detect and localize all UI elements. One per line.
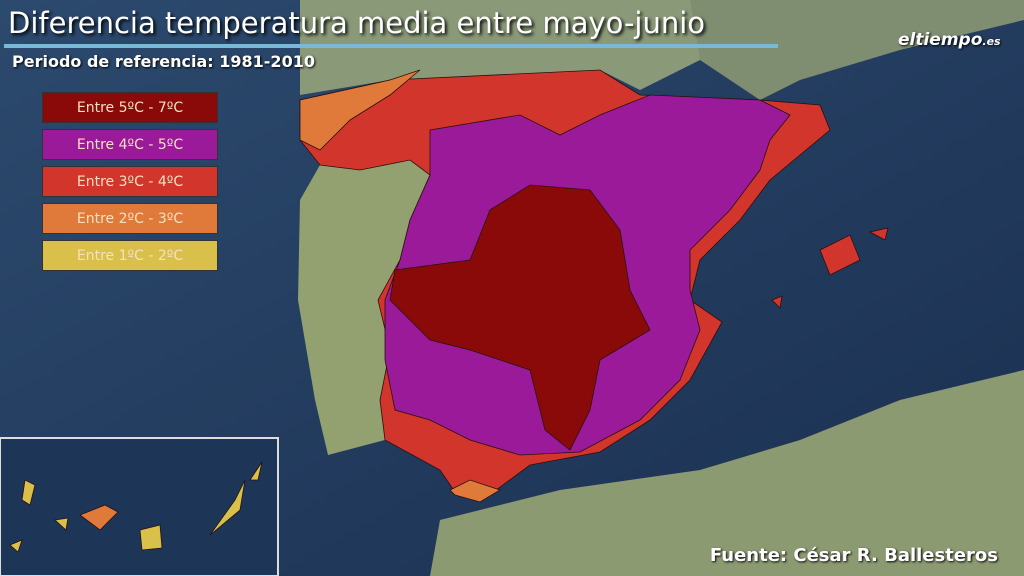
legend-item: Entre 5ºC - 7ºC [42, 92, 218, 123]
el-hierro [9, 539, 23, 553]
legend-item: Entre 4ºC - 5ºC [42, 129, 218, 160]
lanzarote [249, 461, 263, 481]
title: Diferencia temperatura media entre mayo-… [8, 6, 706, 40]
legend: Entre 5ºC - 7ºC Entre 4ºC - 5ºC Entre 3ºC … [42, 92, 218, 277]
menorca [868, 227, 889, 241]
title-underline [4, 44, 778, 48]
zone-5-7 [389, 184, 651, 451]
gran-canaria [139, 524, 163, 551]
logo: eltiempo.es [898, 30, 1001, 50]
portugal [298, 160, 430, 455]
logo-suffix: .es [982, 35, 1001, 48]
la-gomera [54, 517, 69, 531]
source: Fuente: César R. Ballesteros [709, 545, 998, 566]
fuerteventura [209, 479, 246, 536]
legend-item: Entre 2ºC - 3ºC [42, 203, 218, 234]
zone-2-3 [449, 479, 501, 503]
legend-item: Entre 1ºC - 2ºC [42, 240, 218, 271]
france-south [690, 0, 1024, 100]
logo-name: eltiempo [898, 30, 983, 50]
tenerife [79, 504, 119, 531]
zone-2-3 [299, 69, 421, 151]
africa [430, 370, 1024, 576]
balearic [819, 234, 861, 276]
la-palma [21, 479, 36, 506]
ibiza [771, 295, 783, 309]
legend-item: Entre 3ºC - 4ºC [42, 166, 218, 197]
subtitle: Periodo de referencia: 1981-2010 [12, 52, 315, 71]
